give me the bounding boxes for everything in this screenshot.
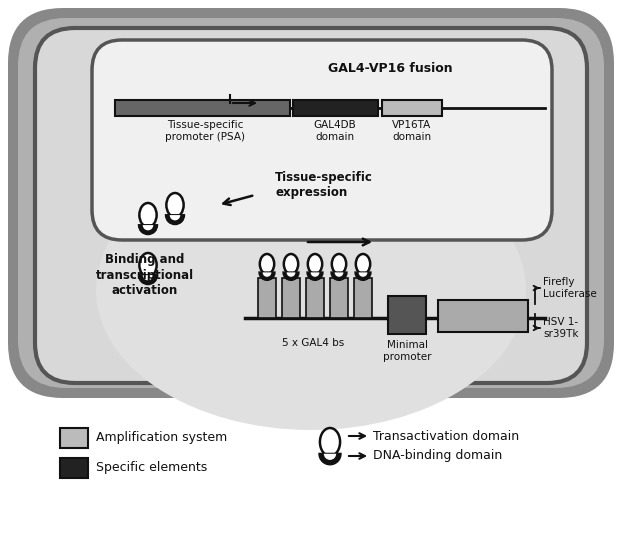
Wedge shape — [332, 272, 346, 280]
Text: Binding and
transcriptional
activation: Binding and transcriptional activation — [96, 253, 194, 296]
Bar — [293, 100, 378, 116]
Wedge shape — [139, 275, 157, 284]
Wedge shape — [319, 454, 341, 464]
Text: 5 x GAL4 bs: 5 x GAL4 bs — [282, 338, 344, 348]
FancyBboxPatch shape — [8, 8, 614, 398]
Bar — [330, 278, 348, 318]
Wedge shape — [170, 215, 180, 220]
Bar — [60, 428, 88, 448]
Ellipse shape — [284, 254, 298, 274]
Ellipse shape — [356, 254, 370, 274]
Wedge shape — [259, 272, 274, 280]
Ellipse shape — [96, 150, 526, 430]
Text: Tissue-specific
promoter (PSA): Tissue-specific promoter (PSA) — [165, 120, 245, 142]
Wedge shape — [142, 225, 153, 230]
Wedge shape — [166, 215, 184, 224]
Wedge shape — [359, 272, 368, 277]
Wedge shape — [324, 454, 336, 460]
Bar — [306, 278, 324, 318]
Wedge shape — [335, 272, 343, 277]
Text: GAL4-VP16 fusion: GAL4-VP16 fusion — [328, 62, 452, 74]
Wedge shape — [355, 272, 371, 280]
Text: Tissue-specific
expression: Tissue-specific expression — [275, 171, 373, 199]
Wedge shape — [142, 275, 153, 280]
FancyBboxPatch shape — [18, 18, 604, 388]
Bar — [258, 278, 276, 318]
Bar — [282, 278, 300, 318]
Bar — [438, 300, 528, 332]
Ellipse shape — [139, 253, 157, 277]
Ellipse shape — [139, 203, 157, 227]
Text: Minimal
promoter: Minimal promoter — [383, 340, 431, 361]
FancyBboxPatch shape — [35, 28, 587, 383]
Bar — [60, 458, 88, 478]
Wedge shape — [139, 225, 157, 234]
Text: Transactivation domain: Transactivation domain — [373, 429, 519, 442]
Text: DNA-binding domain: DNA-binding domain — [373, 450, 502, 462]
Ellipse shape — [332, 254, 346, 274]
Ellipse shape — [320, 428, 340, 456]
Text: Specific elements: Specific elements — [96, 462, 207, 474]
Ellipse shape — [166, 193, 183, 217]
Text: VP16TA
domain: VP16TA domain — [392, 120, 432, 142]
Wedge shape — [310, 272, 320, 277]
Bar — [388, 296, 426, 334]
Bar — [354, 278, 372, 318]
Ellipse shape — [308, 254, 322, 274]
Text: GAL4DB
domain: GAL4DB domain — [313, 120, 356, 142]
Text: HSV 1-
sr39Tk: HSV 1- sr39Tk — [543, 317, 578, 339]
FancyBboxPatch shape — [92, 40, 552, 240]
Text: Amplification system: Amplification system — [96, 431, 227, 445]
Wedge shape — [287, 272, 295, 277]
Wedge shape — [284, 272, 299, 280]
Bar — [115, 100, 290, 116]
Wedge shape — [307, 272, 323, 280]
Bar — [382, 100, 442, 116]
Text: Firefly
Luciferase: Firefly Luciferase — [543, 277, 596, 299]
Ellipse shape — [260, 254, 274, 274]
Wedge shape — [262, 272, 271, 277]
